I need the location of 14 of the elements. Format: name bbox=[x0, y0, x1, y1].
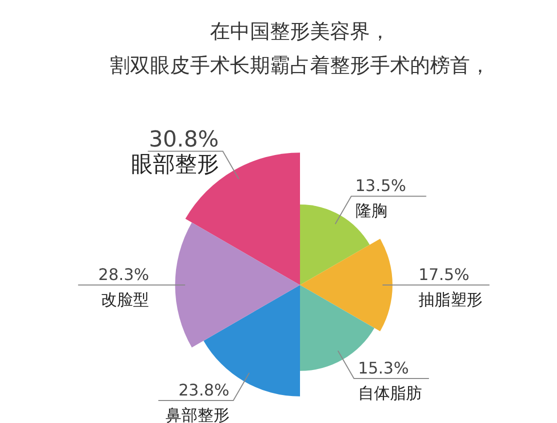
data-label: 17.5% bbox=[418, 265, 470, 284]
data-label: 15.3% bbox=[358, 358, 409, 378]
category-label: 隆胸 bbox=[355, 201, 388, 220]
category-label: 鼻部整形 bbox=[165, 406, 230, 423]
category-label: 眼部整形 bbox=[130, 152, 219, 178]
data-label: 28.3% bbox=[98, 265, 150, 284]
data-label: 13.5% bbox=[355, 176, 406, 196]
data-label: 30.8% bbox=[148, 127, 219, 152]
data-label: 23.8% bbox=[178, 380, 230, 400]
category-label: 抽脂塑形 bbox=[418, 290, 482, 309]
category-label: 自体脂肪 bbox=[358, 383, 422, 402]
text: 在中国整形美容界， bbox=[210, 19, 390, 43]
text: 割双眼皮手术长期霸占着整形手术的榜首， bbox=[110, 53, 490, 77]
category-label: 改脸型 bbox=[101, 290, 150, 309]
